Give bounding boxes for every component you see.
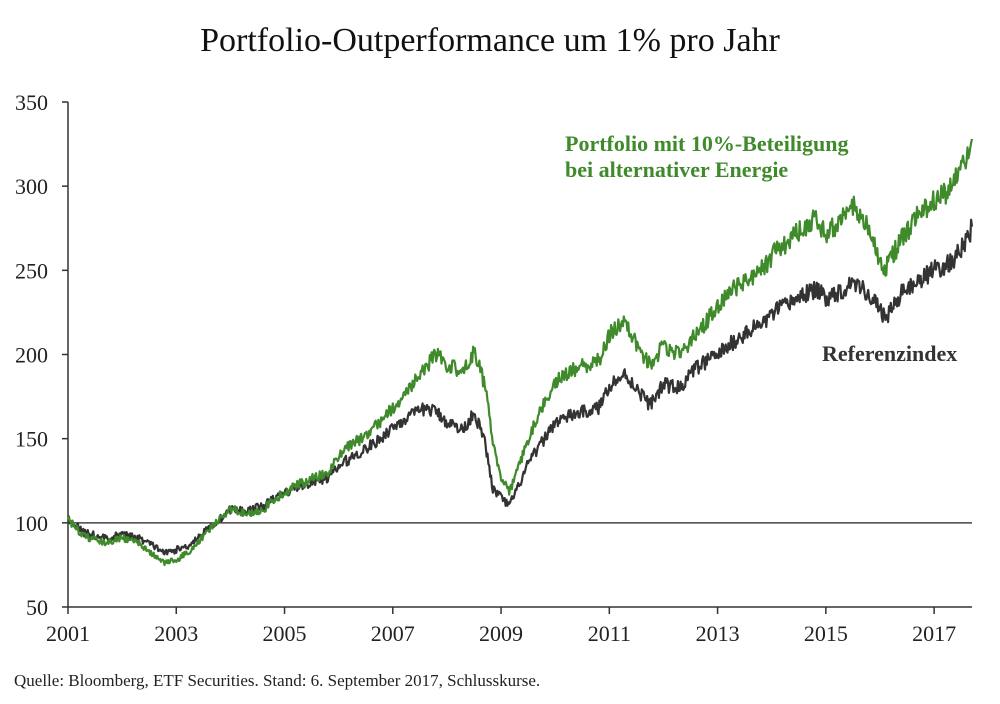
series-lines	[66, 138, 974, 567]
x-tick-label: 2005	[263, 621, 307, 646]
x-tick-label: 2007	[371, 621, 415, 646]
x-tick-label: 2009	[479, 621, 523, 646]
y-tick-label: 350	[15, 90, 48, 115]
x-tick-label: 2011	[588, 621, 631, 646]
y-tick-label: 250	[15, 258, 48, 283]
y-tick-label: 100	[15, 511, 48, 536]
x-tick-label: 2015	[804, 621, 848, 646]
series-label-portfolio: Portfolio mit 10%-Beteiligung	[565, 131, 849, 156]
x-tick-label: 2001	[46, 621, 90, 646]
y-tick-label: 150	[15, 427, 48, 452]
source-note: Quelle: Bloomberg, ETF Securities. Stand…	[14, 671, 541, 690]
series-label-reference: Referenzindex	[822, 341, 957, 366]
series-label-portfolio: bei alternativer Energie	[565, 157, 788, 182]
chart-title: Portfolio-Outperformance um 1% pro Jahr	[200, 22, 780, 59]
x-tick-label: 2003	[154, 621, 198, 646]
y-tick-label: 200	[15, 343, 48, 368]
x-tick-label: 2013	[696, 621, 740, 646]
series-line-reference	[67, 218, 974, 556]
axes: 50 100 150 200 250 300 350 2001 2003 2005 2007 2009…	[15, 90, 972, 646]
y-tick-label: 50	[26, 595, 48, 620]
y-tick-label: 300	[15, 174, 48, 199]
x-tick-label: 2017	[912, 621, 956, 646]
series-line-portfolio	[66, 138, 974, 567]
